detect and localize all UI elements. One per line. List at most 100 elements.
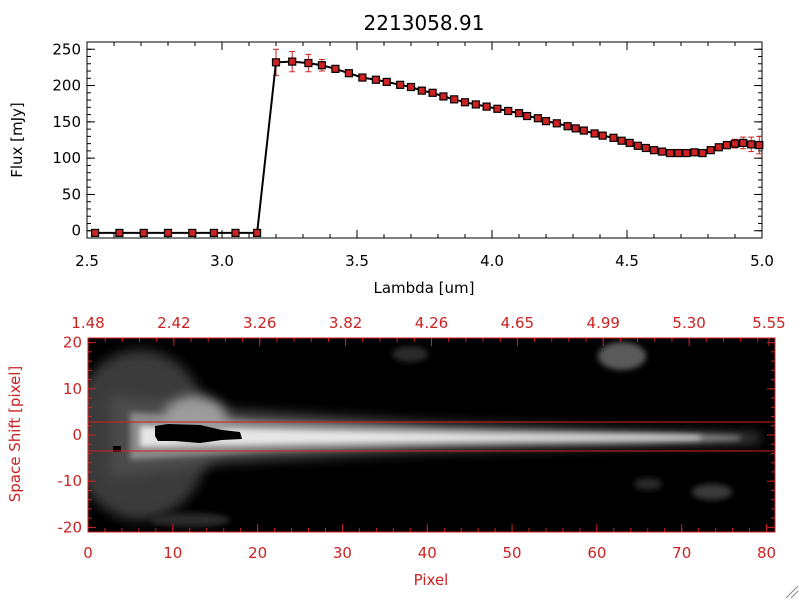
data-point: [115, 228, 124, 238]
image-top-tick-label: 4.26: [415, 314, 448, 332]
image-top-tick-label: 4.65: [501, 314, 534, 332]
data-point: [439, 92, 448, 101]
image-x-tick-label: 10: [163, 544, 182, 562]
image-y-tick-label: 20: [63, 334, 82, 352]
data-point: [288, 57, 297, 66]
data-point: [253, 228, 262, 238]
data-point: [188, 228, 197, 238]
data-point: [514, 109, 524, 118]
data-point: [482, 102, 491, 111]
data-point: [460, 98, 470, 107]
image-top-tick-label: 4.99: [587, 314, 620, 332]
image-y-axis-label: Space Shift [pixel]: [6, 366, 24, 503]
image-x-tick-label: 80: [757, 544, 776, 562]
data-point: [450, 95, 459, 104]
data-point: [706, 146, 715, 155]
image-top-tick-label: 5.30: [672, 314, 705, 332]
data-point: [617, 136, 626, 145]
data-point: [90, 228, 100, 238]
data-point: [406, 82, 416, 92]
data-point: [730, 139, 740, 148]
data-point: [633, 141, 642, 150]
y-tick-label: 250: [52, 40, 81, 58]
data-point: [641, 143, 651, 153]
y-tick-label: 0: [71, 222, 81, 240]
image-top-tick-label: 3.26: [243, 314, 276, 332]
data-point: [590, 129, 599, 138]
image-top-tick-label: 2.42: [157, 314, 190, 332]
y-tick-label: 200: [52, 77, 81, 95]
image-y-tick-label: -10: [58, 472, 83, 490]
x-tick-label: 4.0: [480, 252, 504, 270]
data-point: [304, 58, 313, 68]
image-x-axis-label: Pixel: [414, 571, 449, 589]
data-point: [271, 58, 281, 67]
x-tick-label: 3.0: [210, 252, 234, 270]
data-point: [209, 228, 218, 238]
image-y-tick-label: 10: [63, 380, 82, 398]
image-x-tick-label: 50: [503, 544, 522, 562]
plot-ticks: [86, 42, 763, 238]
x-tick-labels-pixel: 0 10 20 30 40 50 60 70 80: [83, 544, 776, 562]
data-point: [690, 148, 699, 157]
spectrum-plot: 2213058.91 2.5 3.0 3.5 4.0 4.5 5.0 0 50 100 150 2…: [8, 11, 774, 297]
y-tick-label: 150: [52, 113, 81, 131]
data-point: [139, 228, 148, 238]
image-top-tick-label: 1.48: [71, 314, 104, 332]
x-tick-label: 3.5: [345, 252, 369, 270]
error-bars: [273, 48, 763, 156]
data-point: [625, 138, 634, 148]
image-x-tick-label: 40: [418, 544, 437, 562]
data-point: [231, 228, 240, 238]
data-point: [657, 147, 667, 156]
data-point: [674, 148, 683, 158]
image-top-tick-label: 3.82: [329, 314, 362, 332]
image-x-tick-label: 0: [83, 544, 93, 562]
image-ticks: [87, 338, 776, 532]
image-y-tick-label: -20: [58, 518, 83, 536]
data-point: [563, 122, 572, 131]
image-top-tick-label: 5.55: [752, 314, 785, 332]
chart-title: 2213058.91: [364, 11, 485, 35]
data-point: [428, 88, 437, 97]
data-point: [649, 146, 659, 155]
y-tick-label: 50: [62, 185, 81, 203]
data-point: [371, 75, 380, 84]
data-point: [504, 106, 513, 116]
image-x-tick-label: 70: [672, 544, 691, 562]
spatial-image-plot: 1.48 2.42 3.26 3.82 4.26 4.65 4.99 5.30 5.55 0 10…: [6, 314, 786, 589]
y-tick-labels-shift: -20 -10 0 10 20: [58, 334, 83, 537]
y-tick-label: 100: [52, 149, 81, 167]
resize-grip-icon[interactable]: [785, 585, 799, 599]
plot-frame: [86, 41, 763, 239]
data-point: [493, 104, 502, 113]
data-point: [522, 111, 532, 121]
data-point: [331, 64, 340, 73]
image-x-tick-label: 60: [587, 544, 606, 562]
data-point: [163, 228, 173, 238]
image-x-tick-label: 30: [333, 544, 352, 562]
data-point: [698, 148, 707, 158]
data-point: [598, 131, 607, 140]
data-point: [471, 100, 480, 109]
top-wavelength-tick-labels: 1.48 2.42 3.26 3.82 4.26 4.65 4.99 5.30 5.55: [71, 314, 785, 332]
data-point: [747, 140, 756, 149]
heatmap-image: [88, 338, 775, 532]
data-point: [358, 73, 367, 82]
x-axis-label: Lambda [um]: [374, 279, 475, 297]
data-point: [609, 133, 618, 142]
x-tick-label: 5.0: [750, 252, 774, 270]
data-point: [755, 140, 764, 150]
data-point: [738, 138, 748, 148]
image-x-tick-label: 20: [248, 544, 267, 562]
data-point: [682, 148, 691, 158]
data-point: [541, 117, 551, 126]
data-point: [382, 77, 391, 87]
image-y-tick-label: 0: [72, 426, 82, 444]
data-point: [722, 140, 732, 150]
x-tick-label: 4.5: [615, 252, 639, 270]
flux-markers: [90, 57, 764, 238]
data-point: [417, 86, 426, 95]
flux-series-line: [95, 60, 760, 234]
